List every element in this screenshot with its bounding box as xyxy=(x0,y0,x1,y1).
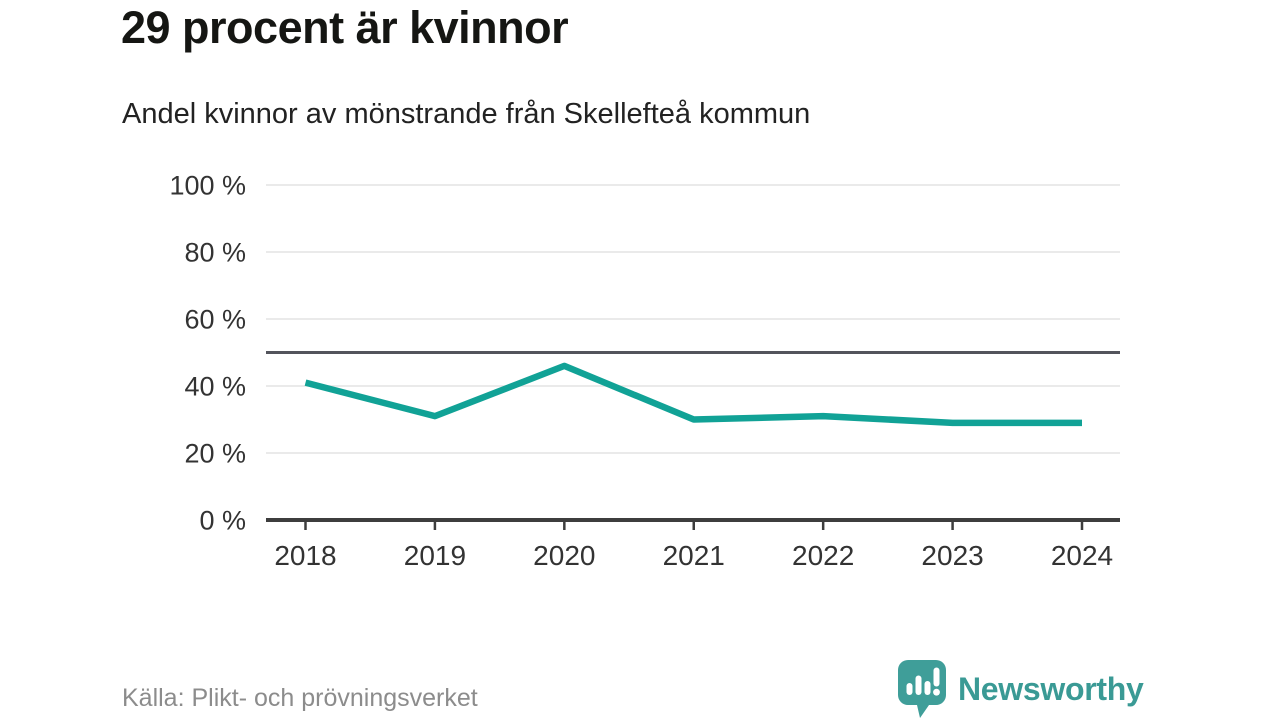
data-line xyxy=(304,362,1082,427)
y-tick-label: 60 % xyxy=(184,305,246,335)
newsworthy-logo: Newsworthy xyxy=(896,659,1144,719)
x-tick-label: 2022 xyxy=(792,540,854,571)
y-tick-label: 80 % xyxy=(184,238,246,268)
line-chart-canvas: 0 % 20 % 40 % 60 % 80 % 100 % 2018 2019 2020 2021… xyxy=(169,171,1120,571)
x-tick-label: 2018 xyxy=(274,540,336,571)
x-tick-label: 2020 xyxy=(533,540,595,571)
x-tick-label: 2024 xyxy=(1051,540,1113,571)
x-tick-label: 2023 xyxy=(921,540,983,571)
source-note: Källa: Plikt- och prövningsverket xyxy=(122,684,478,712)
x-tick-label: 2021 xyxy=(663,540,725,571)
y-tick-label: 40 % xyxy=(184,372,246,402)
y-tick-label: 0 % xyxy=(199,506,246,536)
line-chart: 0 % 20 % 40 % 60 % 80 % 100 % 2018 2019 2020 2021… xyxy=(0,150,1280,620)
x-tick-label: 2019 xyxy=(404,540,466,571)
newsworthy-logo-icon xyxy=(898,660,946,718)
y-tick-label: 20 % xyxy=(184,439,246,469)
y-tick-label: 100 % xyxy=(169,171,246,201)
page-title: 29 procent är kvinnor xyxy=(121,2,569,53)
brand-name: Newsworthy xyxy=(958,670,1144,707)
page-subtitle: Andel kvinnor av mönstrande från Skellef… xyxy=(122,98,811,130)
